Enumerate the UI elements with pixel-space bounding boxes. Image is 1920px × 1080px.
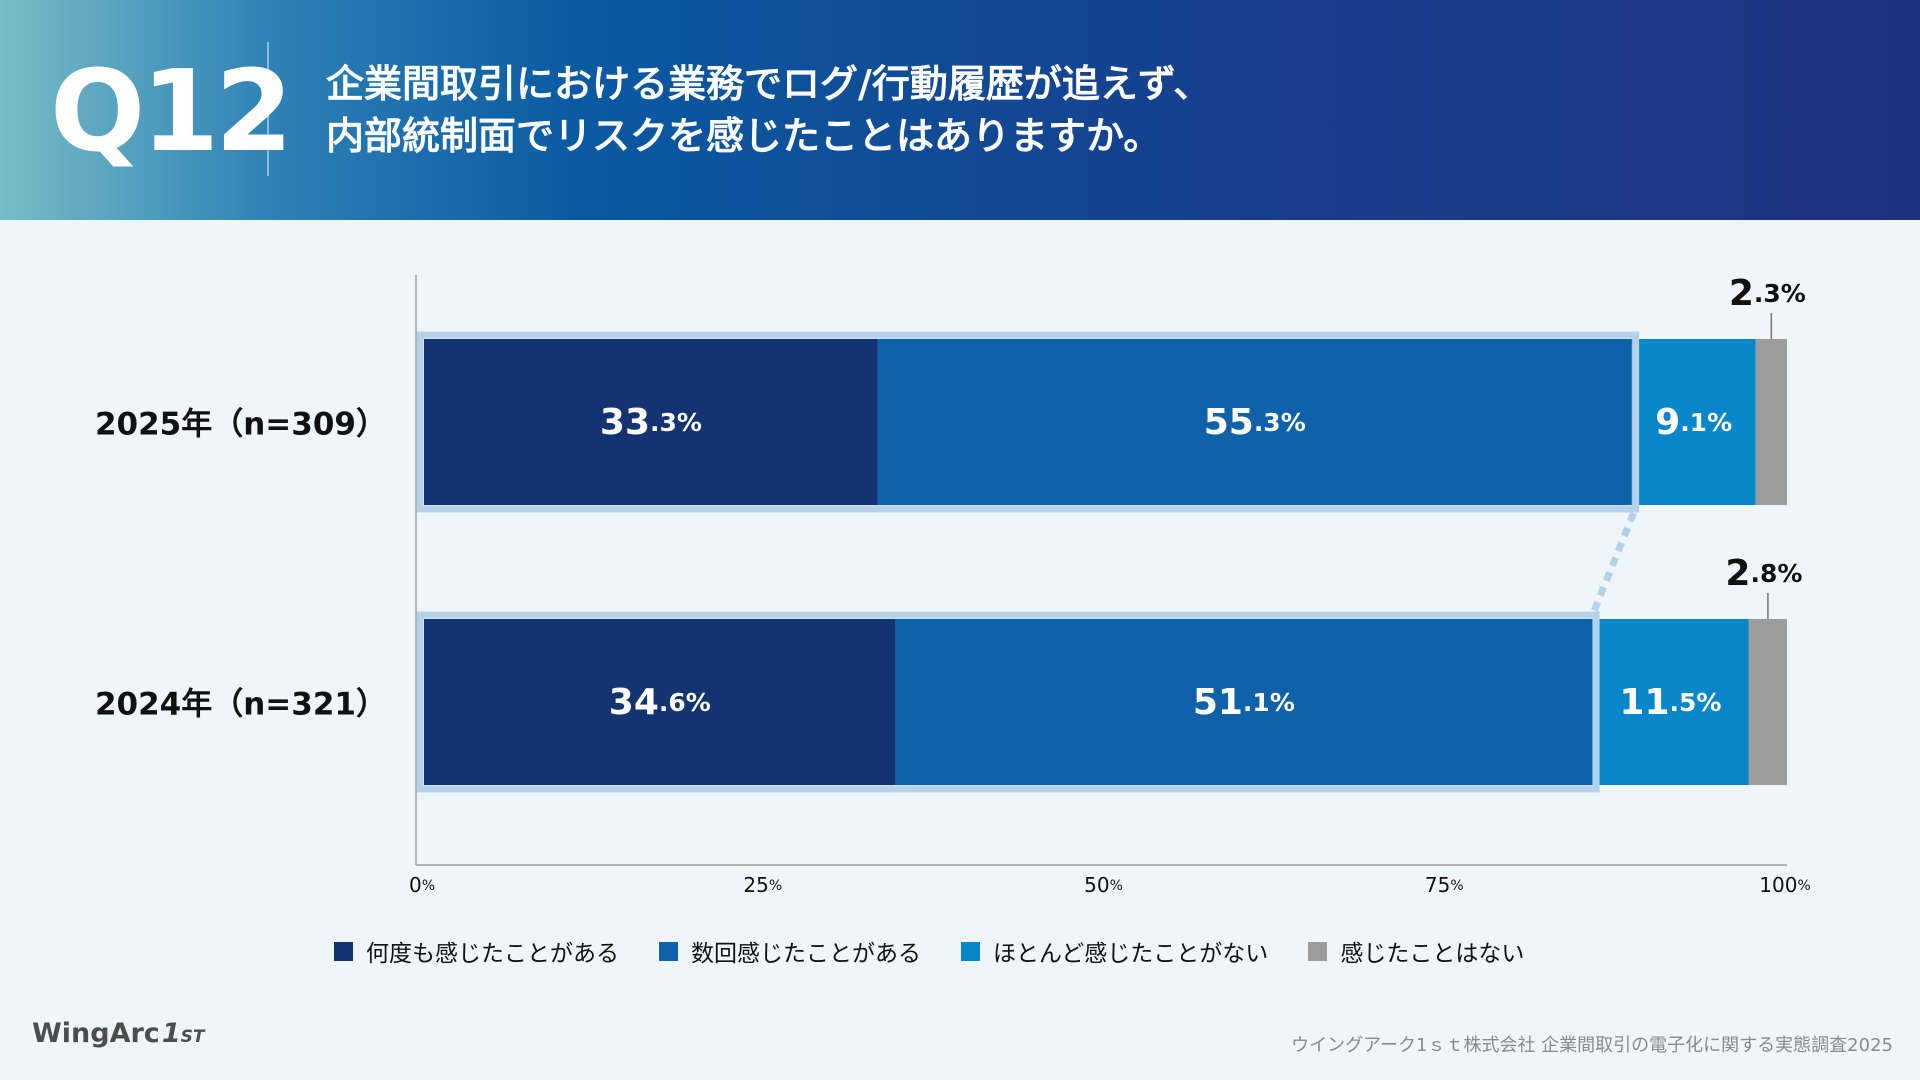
logo-suffix: ST (180, 1027, 205, 1047)
axis-layer: 0% 25% 50% 75% 100% 2025年（n=309） 2024年（n=321） (95, 275, 1811, 897)
question-title-line-1: 企業間取引における業務でログ/行動履歴が追えず、 (326, 62, 1212, 106)
highlight-outline-2025 (416, 331, 1640, 513)
legend-item-4: 感じたことはない (1308, 934, 1524, 968)
x-tick-label: 25% (743, 873, 782, 897)
data-label-2025-series-3: 9.1% (1655, 402, 1732, 443)
bar-segment-2024-series-3 (1592, 619, 1749, 785)
data-label-2025-series-2: 55.3% (1204, 402, 1306, 443)
x-tick-label: 75% (1425, 873, 1464, 897)
category-label-2025: 2025年（n=309） (95, 407, 387, 443)
question-title-line-2: 内部統制面でリスクを感じたことはありますか。 (326, 114, 1162, 158)
legend-swatch-3 (961, 941, 980, 961)
x-tick-label: 100% (1759, 873, 1811, 897)
stacked-bar-chart: 0% 25% 50% 75% 100%2025年（n=309）2024年（n=321） … (95, 273, 1811, 897)
legend-label-1: 何度も感じたことがある (366, 941, 619, 967)
bar-segment-2025-series-2 (877, 339, 1632, 505)
question-number: Q12 (50, 47, 293, 177)
bar-segment-2024-series-1 (424, 619, 896, 785)
legend-label-2: 数回感じたことがある (691, 941, 921, 967)
highlight-connector (1590, 511, 1637, 613)
logo-mark: 1 (161, 1018, 181, 1049)
legend-item-3: ほとんど感じたことがない (961, 934, 1268, 968)
legend-label-4: 感じたことはない (1340, 941, 1525, 967)
header-banner: Q12 企業間取引における業務でログ/行動履歴が追えず、 内部統制面でリスクを感… (0, 0, 1920, 220)
data-label-2024-series-1: 34.6% (609, 682, 711, 723)
data-label-2024-series-4: 2.8% (1725, 553, 1802, 594)
chart-legend: 何度も感じたことがある 数回感じたことがある ほとんど感じたことがない 感じたことはな… (334, 934, 1524, 968)
question-title: 企業間取引における業務でログ/行動履歴が追えず、 内部統制面でリスクを感じたこと… (326, 58, 1626, 162)
legend-swatch-1 (334, 941, 353, 961)
source-note: ウイングアーク1ｓｔ株式会社 企業間取引の電子化に関する実態調査2025 (1291, 1035, 1893, 1056)
bar-segment-2024-series-2 (895, 619, 1593, 785)
wingarc-logo: WingArc1ST (32, 1018, 204, 1052)
legend-item-1: 何度も感じたことがある (334, 934, 619, 968)
data-label-2024-series-2: 51.1% (1193, 682, 1295, 723)
legend-swatch-2 (659, 941, 678, 961)
legend-swatch-4 (1308, 941, 1328, 961)
category-label-2024: 2024年（n=321） (95, 687, 387, 723)
highlight-outline-2024 (416, 611, 1600, 793)
bar-segment-2025-series-1 (424, 339, 878, 505)
x-tick-label: 0% (409, 873, 435, 897)
data-label-2025-series-1: 33.3% (600, 402, 702, 443)
legend-item-2: 数回感じたことがある (659, 934, 921, 968)
x-tick-label: 50% (1084, 873, 1123, 897)
data-label-2025-series-4: 2.3% (1729, 273, 1806, 314)
header-divider (267, 42, 269, 176)
bar-segment-2025-series-3 (1631, 339, 1756, 505)
data-label-2024-series-3: 11.5% (1619, 682, 1721, 723)
bars-layer (416, 331, 1787, 793)
logo-text: WingArc (32, 1018, 160, 1049)
labels-layer: 33.3% 55.3% 9.1% 2.3% 34.6% 51.1% 11.5% 2.8% (600, 273, 1806, 723)
bar-segment-2024-series-4 (1748, 619, 1787, 785)
bar-segment-2025-series-4 (1755, 339, 1787, 505)
legend-label-3: ほとんど感じたことがない (993, 941, 1269, 967)
